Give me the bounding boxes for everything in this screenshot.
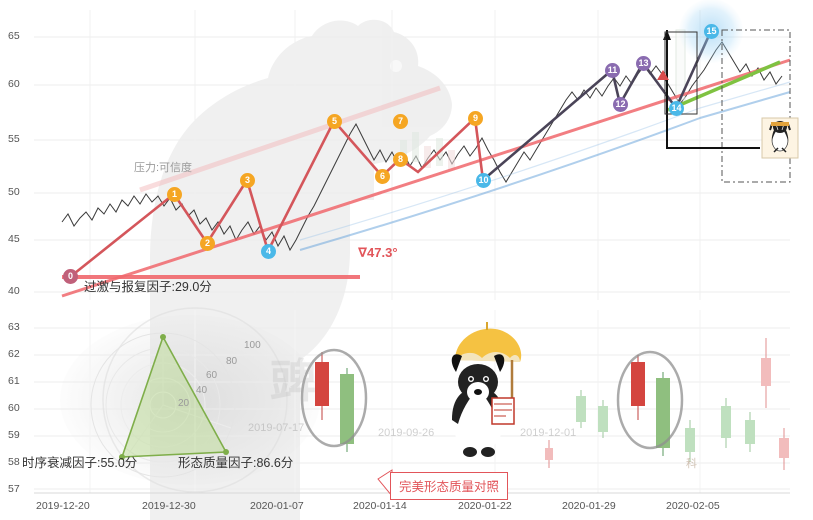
pivot-badge-11[interactable]: 11 [605,63,620,78]
zigzag-wave-2 [482,30,713,181]
ytick-price-55: 55 [8,133,20,145]
ytick-price-50: 50 [8,186,20,198]
pivot-badge-1[interactable]: 1 [167,187,182,202]
ytick-ind-57: 57 [8,483,20,495]
pivot-badge-13[interactable]: 13 [636,56,651,71]
ytick-ind-62: 62 [8,348,20,360]
pivot-badge-5[interactable]: 5 [327,114,342,129]
channel-lower [299,91,791,251]
pivot-badge-10[interactable]: 10 [476,173,491,188]
xtick-6: 2020-02-05 [666,500,720,512]
channel-lower-2 [299,81,791,241]
watermark-center-char: 豍 [270,355,316,407]
radar-tick-40: 40 [196,385,208,396]
watermark-date-0: 2019-07-17 [248,422,305,434]
watermark-date-1: 2019-09-26 [378,427,435,439]
ytick-ind-63: 63 [8,321,20,333]
trendline-green [667,60,781,112]
pivot-badge-8[interactable]: 8 [393,152,408,167]
watermark-ring [102,307,288,493]
pivot-badge-7[interactable]: 7 [393,114,408,129]
pivot-badge-2[interactable]: 2 [200,236,215,251]
selection-box [721,29,791,183]
pressure-label: 压力:可信度 [134,162,193,174]
factor-decay-label: 时序衰减因子:55.0分 [22,456,138,470]
leader-line [666,30,760,149]
xtick-5: 2020-01-29 [562,500,616,512]
factor-quality-label: 形态质量因子:86.6分 [178,456,294,470]
xtick-4: 2020-01-22 [458,500,512,512]
ytick-ind-60: 60 [8,402,20,414]
ytick-price-65: 65 [8,30,20,42]
radar-tick-80: 80 [226,356,238,367]
dog-umbrella-illustration [451,322,522,457]
radar-chart [90,332,236,478]
trendline-faint [139,85,441,193]
xtick-1: 2019-12-30 [142,500,196,512]
ytick-price-40: 40 [8,285,20,297]
pivot-badge-6[interactable]: 6 [375,169,390,184]
pivot-badge-9[interactable]: 9 [468,111,483,126]
pivot-badge-4[interactable]: 4 [261,244,276,259]
callout-label[interactable]: 完美形态质量对照 [390,472,509,500]
angle-label: ∇47.3° [358,245,398,260]
watermark-ghost: 科 [686,458,697,470]
xtick-3: 2020-01-14 [353,500,407,512]
pivot-badge-0[interactable]: 0 [63,269,78,284]
ytick-price-60: 60 [8,78,20,90]
xtick-2: 2020-01-07 [250,500,304,512]
pivot-badge-14[interactable]: 14 [669,101,684,116]
pivot-badge-3[interactable]: 3 [240,173,255,188]
pivot-badge-12[interactable]: 12 [613,97,628,112]
radar-tick-100: 100 [244,340,261,351]
ytick-ind-59: 59 [8,429,20,441]
xtick-0: 2019-12-20 [36,500,90,512]
ytick-ind-58: 58 [8,456,20,468]
dog-thumbnail [761,117,799,159]
watermark-date-2: 2019-12-01 [520,427,577,439]
radar-tick-60: 60 [206,370,218,381]
indicator-candles [300,338,789,470]
pivot-badge-15[interactable]: 15 [704,24,719,39]
ytick-ind-61: 61 [8,375,20,387]
factor-excite-label: 过激与报复因子:29.0分 [84,280,212,294]
marker-triangle [657,70,669,80]
ytick-price-45: 45 [8,233,20,245]
radar-tick-20: 20 [178,398,190,409]
